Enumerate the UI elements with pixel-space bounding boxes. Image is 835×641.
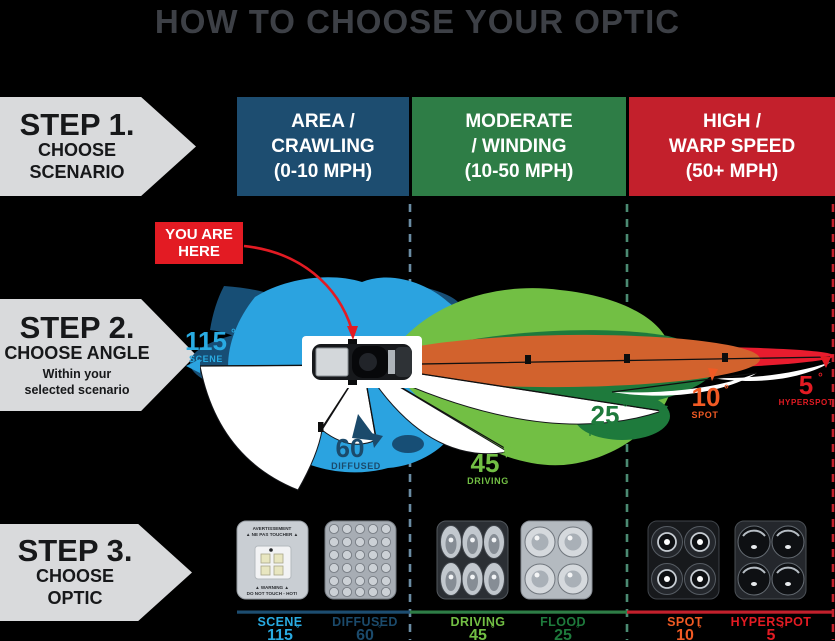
band-moderate-line2: / WINDING: [471, 135, 567, 157]
wedge-115: [199, 364, 364, 491]
beam-label-diffused: 60 ° DIFFUSED: [331, 433, 381, 471]
optic-image-spot: [647, 520, 720, 600]
diffused-label-name: DIFFUSED: [332, 615, 398, 629]
optic-image-flood: [520, 520, 593, 600]
driving-degree-sign: °: [503, 448, 508, 462]
spot-label-degree: °: [698, 623, 702, 633]
beam-label-driving: 45 ° DRIVING: [467, 448, 509, 486]
optic-baseline: [237, 610, 833, 614]
band-moderate-line3: (10-50 MPH): [464, 161, 574, 183]
driving-label-degree: °: [491, 623, 495, 633]
scene-degree-sign: °: [231, 326, 236, 340]
spot-angle-value: 10: [692, 382, 721, 412]
scene-warning-top1: AVERTISSEMENT: [253, 526, 292, 531]
flood-label-name: FLOOD: [540, 615, 586, 629]
arrowhead-driving: [503, 444, 515, 458]
optic-image-hyperspot: [734, 520, 807, 600]
beam-label-flood: 25 ° FLOOD: [589, 400, 628, 438]
band-moderate-line1: MODERATE: [465, 110, 573, 132]
diffused-degree-sign: °: [368, 433, 373, 447]
spot-label-angle: 10: [676, 627, 694, 641]
wedge-5: [712, 362, 831, 381]
optic-label-flood: FLOOD 25 °: [540, 615, 586, 641]
step1-title: STEP 1.: [19, 107, 135, 143]
you-are-here-callout: YOU ARE HERE: [155, 222, 358, 340]
hyperspot-angle-value: 5: [799, 370, 813, 400]
diffused-angle-name: DIFFUSED: [331, 461, 381, 471]
hyperspot-label-degree: °: [780, 623, 784, 633]
optic-label-hyperspot: HYPERSPOT 5 °: [731, 615, 812, 641]
step1-sub2: SCENARIO: [29, 162, 125, 182]
band-high-line2: WARP SPEED: [668, 135, 796, 157]
optic-label-diffused: DIFFUSED 60 °: [332, 615, 398, 641]
you-are-here-line2: HERE: [178, 243, 220, 260]
step3-sub1: CHOOSE: [35, 566, 114, 587]
flood-degree-sign: °: [623, 400, 628, 414]
scenario-band-moderate-winding: MODERATE / WINDING (10-50 MPH): [412, 97, 626, 196]
driving-label-angle: 45: [469, 627, 487, 641]
step3-sub2: OPTIC: [47, 588, 103, 608]
step3-title: STEP 3.: [17, 533, 133, 569]
beam-label-spot: 10 ° SPOT: [692, 382, 729, 420]
hyperspot-angle-name: HYPERSPOT: [779, 398, 834, 407]
driving-label-name: DRIVING: [451, 615, 506, 629]
band-area-line2: CRAWLING: [271, 135, 375, 157]
arrowhead-hyperspot: [820, 356, 831, 368]
band-high-line1: HIGH /: [702, 110, 762, 132]
arrowhead-scene: [186, 359, 200, 373]
step1-arrow: STEP 1. CHOOSE SCENARIO: [0, 97, 196, 196]
optic-image-diffused: [324, 520, 397, 600]
arrowhead-spot: [708, 368, 718, 381]
vehicle-top-view: [302, 336, 422, 388]
step1-sub1: CHOOSE: [37, 140, 116, 161]
scenario-band-high-warp: HIGH / WARP SPEED (50+ MPH): [629, 97, 835, 196]
spot-angle-name: SPOT: [692, 410, 719, 420]
driving-angle-name: DRIVING: [467, 476, 509, 486]
diffused-label-angle: 60: [356, 627, 374, 641]
wedge-10: [612, 373, 757, 396]
beam-label-scene: 115 ° SCENE: [185, 326, 236, 364]
optic-label-driving: DRIVING 45 °: [451, 615, 506, 641]
spot-label-name: SPOT: [667, 615, 703, 629]
scenario-band-area-crawling: AREA / CRAWLING (0-10 MPH): [237, 97, 409, 196]
step2-note2: selected scenario: [24, 383, 130, 398]
flood-angle-value: 25: [591, 400, 620, 430]
optic-label-scene: SCENE 115 °: [257, 615, 302, 641]
optic-image-driving: [436, 520, 509, 600]
diffused-angle-value: 60: [336, 433, 365, 463]
scene-label-angle: 115: [267, 627, 293, 641]
diffused-label-degree: °: [378, 623, 382, 633]
scene-warning-top2: ▲ NE PAS TOUCHER ▲: [246, 532, 298, 537]
hyperspot-degree-sign: °: [818, 370, 823, 384]
band-area-line1: AREA /: [291, 110, 355, 132]
hyperspot-label-angle: 5: [767, 627, 776, 641]
driving-angle-value: 45: [471, 448, 500, 478]
optic-image-scene: AVERTISSEMENT ▲ NE PAS TOUCHER ▲ ▲ WARNI…: [236, 520, 309, 600]
beam-angle-diagram: YOU ARE HERE 115 ° SCENE 60 ° DIFFUSED 4…: [155, 204, 835, 641]
band-high-line3: (50+ MPH): [685, 161, 779, 183]
scene-label-name: SCENE: [257, 615, 302, 629]
scene-warning-bottom2: DO NOT TOUCH - HOT!: [247, 591, 298, 596]
flood-label-angle: 25: [554, 627, 572, 641]
arrowhead-flood: [657, 404, 668, 418]
optic-label-spot: SPOT 10 °: [667, 615, 703, 641]
scene-label-degree: °: [296, 623, 300, 633]
flood-label-degree: °: [576, 623, 580, 633]
you-are-here-line1: YOU ARE: [165, 226, 233, 243]
band-area-line3: (0-10 MPH): [273, 161, 373, 183]
step2-title: STEP 2.: [19, 310, 135, 346]
step2-note1: Within your: [42, 366, 112, 381]
flood-angle-name: FLOOD: [589, 428, 624, 438]
step2-sub1: CHOOSE ANGLE: [4, 343, 150, 364]
arrowhead-diffused: [371, 433, 383, 448]
you-are-here-badge: [155, 222, 243, 264]
beam-label-hyperspot: 5 ° HYPERSPOT: [779, 370, 834, 407]
page-title: HOW TO CHOOSE YOUR OPTIC: [154, 3, 681, 40]
scene-angle-name: SCENE: [189, 354, 223, 364]
scene-angle-value: 115: [185, 326, 227, 356]
spot-degree-sign: °: [724, 382, 729, 396]
hyperspot-label-name: HYPERSPOT: [731, 615, 812, 629]
scene-warning-bottom1: ▲ WARNING ▲: [255, 585, 289, 590]
